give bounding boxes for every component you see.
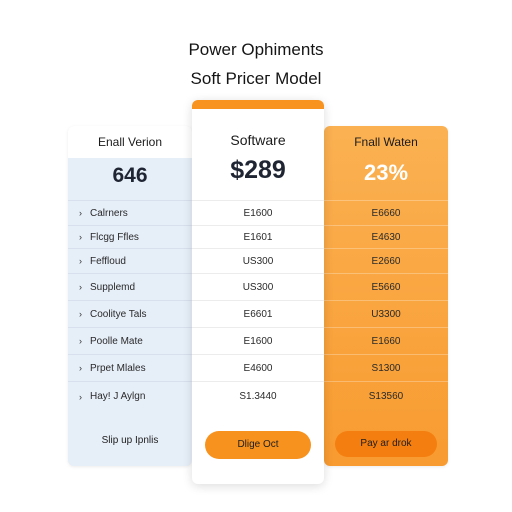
featured-accent-bar: [192, 100, 324, 109]
feature-row: E4600: [192, 354, 324, 381]
feature-row: E5660: [324, 273, 448, 300]
feature-row: US300: [192, 273, 324, 300]
feature-row: › Supplemd: [68, 273, 192, 300]
feature-list-middle: E1600 E1601 US300 US300 E6601 E1600 E4600 S1.34…: [192, 200, 324, 411]
feature-label: Flcgg Ffles: [90, 232, 139, 243]
feature-row: › Calrners: [68, 200, 192, 225]
feature-row: › Hay! J Aylgn: [68, 381, 192, 411]
feature-row: › Flcgg Ffles: [68, 225, 192, 248]
chevron-right-icon: ›: [79, 392, 82, 402]
feature-row: E1600: [192, 200, 324, 225]
plan-card-left: Enall Verion 646 › Calrners › Flcgg Ffles › F…: [68, 126, 192, 466]
feature-value: E4630: [371, 232, 401, 243]
choose-plan-button-right[interactable]: Pay ar drok: [335, 431, 437, 457]
plan-name-left: Enall Verion: [97, 135, 163, 149]
feature-value: S13560: [368, 391, 404, 402]
chevron-right-icon: ›: [79, 232, 82, 242]
feature-value: U3300: [371, 309, 401, 320]
chevron-right-icon: ›: [79, 282, 82, 292]
chevron-right-icon: ›: [79, 363, 82, 373]
feature-label: Supplemd: [90, 282, 136, 293]
plan-card-right: Fnall Waten 23% E6660 E4630 E2660 E5660 U330…: [324, 126, 448, 466]
feature-row: S1300: [324, 354, 448, 381]
chevron-right-icon: ›: [79, 309, 82, 319]
feature-value: E1660: [371, 336, 401, 347]
feature-value: E1600: [243, 336, 273, 347]
feature-value: US300: [242, 256, 274, 267]
plan-card-middle: Software $289 E1600 E1601 US300 US300 E6601 E…: [192, 100, 324, 484]
feature-value: E1601: [243, 232, 273, 243]
feature-row: S13560: [324, 381, 448, 411]
feature-label: Prpet Mlales: [90, 363, 146, 374]
signup-link[interactable]: Slip up Ipnlis: [101, 435, 159, 446]
plan-price-middle: $289: [230, 156, 286, 184]
feature-row: S1.3440: [192, 381, 324, 411]
feature-value: S1.3440: [239, 391, 277, 402]
feature-row: E2660: [324, 248, 448, 273]
chevron-right-icon: ›: [79, 256, 82, 266]
choose-plan-button-middle[interactable]: Dlige Oct: [205, 431, 311, 459]
feature-row: › Prpet Mlales: [68, 354, 192, 381]
feature-row: E1600: [192, 327, 324, 354]
feature-label: Hay! J Aylgn: [90, 391, 146, 402]
feature-row: › Poolle Mate: [68, 327, 192, 354]
feature-list-left: › Calrners › Flcgg Ffles › Feffloud › Supplemd ›…: [68, 200, 192, 411]
chevron-right-icon: ›: [79, 208, 82, 218]
feature-label: Feffloud: [90, 256, 126, 267]
feature-row: E4630: [324, 225, 448, 248]
plan-price-right: 23%: [363, 160, 409, 185]
page-subtitle: Soft Pricег Model: [190, 69, 322, 88]
feature-list-right: E6660 E4630 E2660 E5660 U3300 E1660 S1300 S1356…: [324, 200, 448, 411]
plan-price-left: 646: [112, 164, 148, 187]
feature-label: Calrners: [90, 208, 128, 219]
feature-row: › Coolitye Tals: [68, 300, 192, 327]
feature-value: E5660: [371, 282, 401, 293]
page-title: Power Ophiments: [188, 40, 324, 59]
feature-row: › Feffloud: [68, 248, 192, 273]
feature-value: E6601: [243, 309, 273, 320]
feature-row: E1660: [324, 327, 448, 354]
plan-name-right: Fnall Waten: [354, 135, 418, 149]
feature-row: E6660: [324, 200, 448, 225]
feature-row: U3300: [324, 300, 448, 327]
feature-value: E2660: [371, 256, 401, 267]
feature-value: E1600: [243, 208, 273, 219]
plan-name-middle: Software: [230, 132, 286, 148]
feature-row: US300: [192, 248, 324, 273]
page-header: Power Ophiments Soft Pricег Model: [0, 35, 512, 93]
feature-value: E6660: [371, 208, 401, 219]
feature-value: S1300: [371, 363, 401, 374]
feature-label: Poolle Mate: [90, 336, 143, 347]
feature-value: E4600: [243, 363, 273, 374]
feature-label: Coolitye Tals: [90, 309, 147, 320]
plan-name-band: [68, 126, 192, 158]
feature-row: E1601: [192, 225, 324, 248]
feature-value: US300: [242, 282, 274, 293]
feature-row: E6601: [192, 300, 324, 327]
chevron-right-icon: ›: [79, 336, 82, 346]
